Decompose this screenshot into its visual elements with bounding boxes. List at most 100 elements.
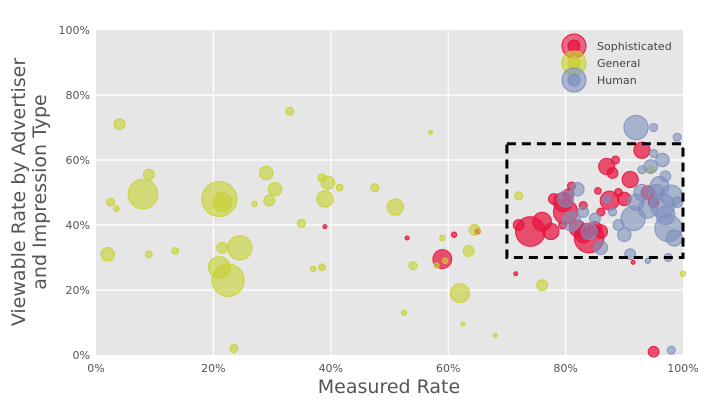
human-point	[593, 240, 609, 255]
sophisticated-point	[322, 224, 328, 230]
y-tick-label: 0%	[73, 349, 90, 362]
human-point	[649, 148, 659, 159]
y-tick-label: 80%	[66, 89, 90, 102]
general-point	[171, 247, 180, 255]
general-point	[106, 197, 116, 207]
sophisticated-point	[594, 187, 602, 195]
general-point	[216, 241, 229, 254]
general-point	[318, 263, 326, 272]
human-point	[623, 114, 649, 141]
y-tick-label: 20%	[66, 284, 90, 297]
general-point	[442, 257, 449, 264]
general-point	[229, 343, 239, 354]
y-tick-labels: 0% 20% 40% 60% 80% 100%	[59, 24, 90, 362]
legend-marker-sophisticated-inner	[567, 39, 581, 53]
general-point	[386, 198, 404, 216]
general-point	[285, 106, 295, 116]
general-point	[449, 283, 470, 304]
general-point	[212, 192, 233, 213]
general-point	[320, 175, 336, 190]
general-point	[263, 194, 276, 207]
x-axis-title: Measured Rate	[318, 376, 460, 398]
x-tick-label: 40%	[319, 362, 343, 375]
general-point	[370, 183, 380, 193]
x-tick-label: 60%	[436, 362, 460, 375]
human-point	[649, 122, 659, 133]
sophisticated-point	[647, 345, 660, 358]
sophisticated-point	[630, 259, 636, 265]
general-point	[335, 183, 344, 192]
human-point	[659, 170, 672, 183]
general-point	[408, 261, 418, 271]
human-point	[577, 206, 590, 218]
general-point	[267, 182, 283, 197]
general-point	[468, 223, 481, 236]
x-tick-label: 0%	[87, 362, 104, 375]
general-point	[439, 234, 446, 242]
y-tick-label: 60%	[66, 154, 90, 167]
general-point	[433, 262, 440, 269]
general-point	[211, 263, 245, 297]
general-point	[127, 178, 159, 210]
sophisticated-point	[606, 167, 619, 179]
general-point	[428, 129, 434, 135]
sophisticated-point	[513, 271, 519, 277]
human-point	[671, 196, 684, 209]
y-axis-title-line1: Viewable Rate by Advertiser	[8, 58, 30, 327]
sophisticated-point	[621, 170, 639, 189]
general-point	[258, 165, 274, 181]
data-points	[100, 106, 687, 358]
general-point	[227, 235, 253, 261]
legend: Sophisticated General Human	[561, 33, 672, 93]
general-point	[309, 265, 317, 273]
human-point	[672, 132, 682, 142]
human-point	[666, 345, 676, 355]
human-point	[637, 165, 647, 175]
general-point	[316, 190, 334, 208]
y-axis-title-line2: and Impression Type	[29, 94, 51, 289]
human-point	[561, 211, 582, 232]
general-point	[514, 191, 524, 201]
general-point	[679, 270, 687, 277]
human-point	[608, 207, 618, 217]
legend-marker-general-inner	[567, 56, 581, 70]
x-tick-labels: 0% 20% 40% 60% 80% 100%	[87, 362, 698, 375]
x-tick-label: 80%	[553, 362, 577, 375]
human-point	[655, 152, 670, 168]
x-tick-label: 100%	[667, 362, 698, 375]
human-point	[580, 222, 598, 241]
human-point	[557, 190, 575, 208]
legend-label-sophisticated: Sophisticated	[597, 40, 672, 53]
legend-label-general: General	[597, 57, 640, 70]
general-point	[492, 332, 498, 339]
human-point	[602, 194, 612, 204]
human-point	[644, 257, 651, 264]
y-tick-label: 100%	[59, 24, 90, 37]
general-point	[462, 245, 475, 257]
human-point	[617, 227, 632, 242]
highlight-box	[505, 142, 685, 259]
general-point	[113, 118, 126, 131]
general-point	[113, 205, 120, 212]
general-point	[142, 168, 155, 181]
legend-marker-human-inner	[567, 73, 581, 87]
general-point	[296, 218, 307, 228]
general-point	[400, 309, 408, 316]
general-point	[536, 279, 549, 292]
sophisticated-point	[610, 155, 621, 165]
sophisticated-point	[633, 141, 651, 159]
general-point	[460, 321, 466, 327]
x-tick-label: 20%	[201, 362, 225, 375]
human-point	[633, 183, 651, 202]
legend-label-human: Human	[597, 74, 637, 87]
general-point	[251, 200, 258, 208]
sophisticated-point	[404, 235, 410, 241]
human-point	[665, 229, 683, 247]
sophisticated-point	[450, 231, 458, 238]
sophisticated-point	[512, 219, 525, 231]
general-point	[100, 247, 115, 262]
sophisticated-point	[542, 222, 560, 241]
human-point	[589, 212, 601, 225]
human-point	[570, 182, 585, 197]
